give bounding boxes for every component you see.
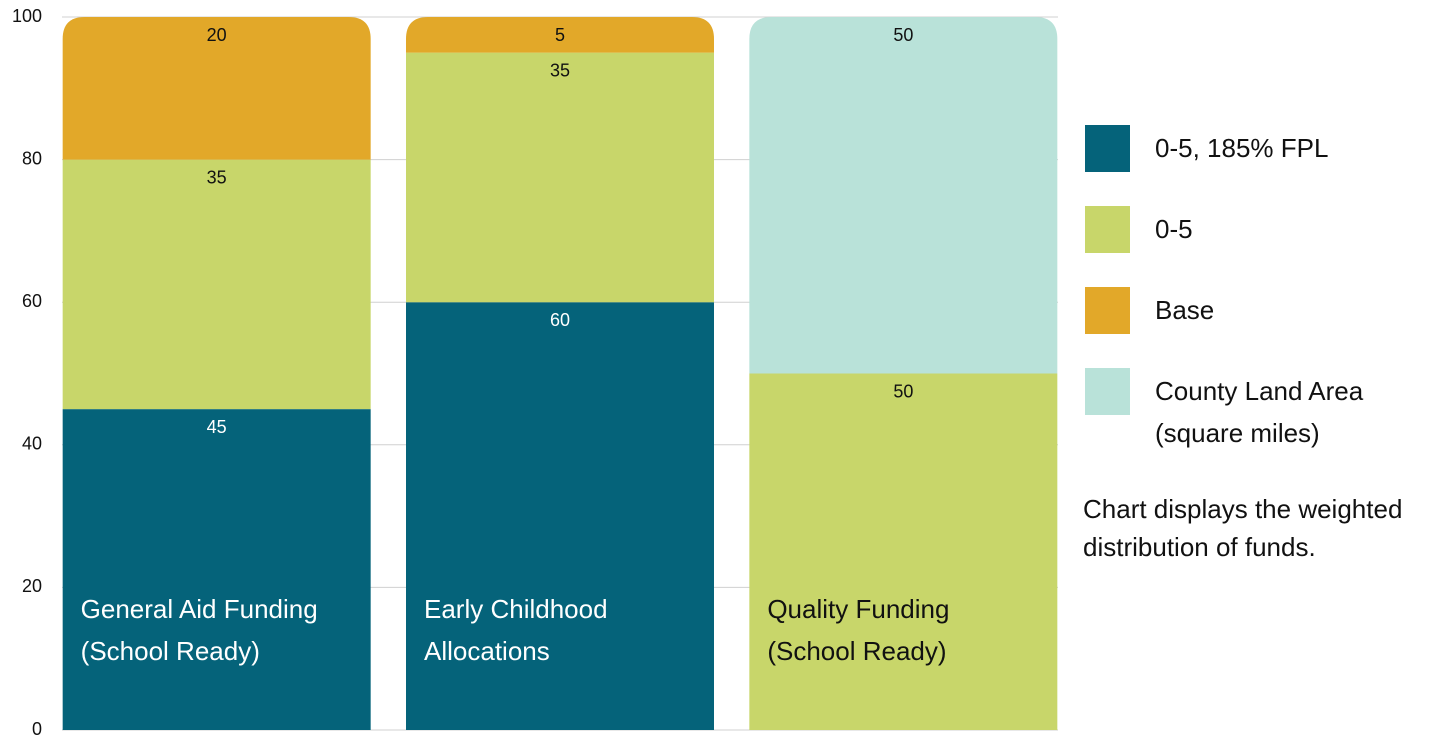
- legend-label-box: 0-5, 185% FPL: [1155, 133, 1329, 163]
- note: Chart displays the weighted distribution…: [1083, 494, 1403, 562]
- legend-label-box: 0-5: [1155, 214, 1193, 244]
- bar-segment: [406, 302, 714, 730]
- data-label: 50: [893, 25, 913, 45]
- bar-segment: [406, 17, 714, 53]
- bar-segment: [749, 17, 1058, 374]
- category-label-box: Early Childhood Allocations: [424, 594, 608, 666]
- legend-label: 0-5: [1155, 214, 1193, 244]
- legend-swatch: [1085, 287, 1130, 334]
- legend-label: 0-5, 185% FPL: [1155, 133, 1329, 163]
- y-tick-label: 100: [12, 6, 42, 26]
- category-label: Quality Funding (School Ready): [767, 594, 950, 666]
- bar-segment: [62, 159, 371, 410]
- legend-swatch: [1085, 206, 1130, 253]
- category-label-box: Quality Funding (School Ready): [767, 594, 950, 666]
- data-label: 20: [207, 25, 227, 45]
- data-label: 45: [207, 417, 227, 437]
- bar-segment: [62, 17, 371, 160]
- note-box: Chart displays the weighted distribution…: [1083, 494, 1403, 562]
- legend-label: County Land Area (square miles): [1155, 376, 1364, 448]
- y-tick-label: 80: [22, 148, 42, 168]
- legend-swatch: [1085, 125, 1130, 172]
- legend-swatch: [1085, 368, 1130, 415]
- legend-label-box: County Land Area (square miles): [1155, 376, 1364, 448]
- category-label: Early Childhood Allocations: [424, 594, 608, 666]
- bar-segment: [62, 409, 371, 730]
- data-label: 35: [550, 60, 570, 80]
- data-label: 60: [550, 310, 570, 330]
- y-tick-label: 60: [22, 291, 42, 311]
- category-label: General Aid Funding (School Ready): [80, 594, 318, 666]
- bar-segment: [406, 52, 714, 303]
- bars: [62, 17, 1058, 730]
- legend-label: Base: [1155, 295, 1215, 325]
- bar-segment: [749, 373, 1058, 730]
- y-tick-label: 20: [22, 576, 42, 596]
- y-tick-label: 0: [32, 719, 42, 739]
- y-tick-label: 40: [22, 434, 42, 454]
- data-label: 50: [893, 381, 913, 401]
- category-label-box: General Aid Funding (School Ready): [80, 594, 318, 666]
- data-label: 5: [555, 25, 565, 45]
- data-label: 35: [207, 167, 227, 187]
- legend-label-box: Base: [1155, 295, 1215, 325]
